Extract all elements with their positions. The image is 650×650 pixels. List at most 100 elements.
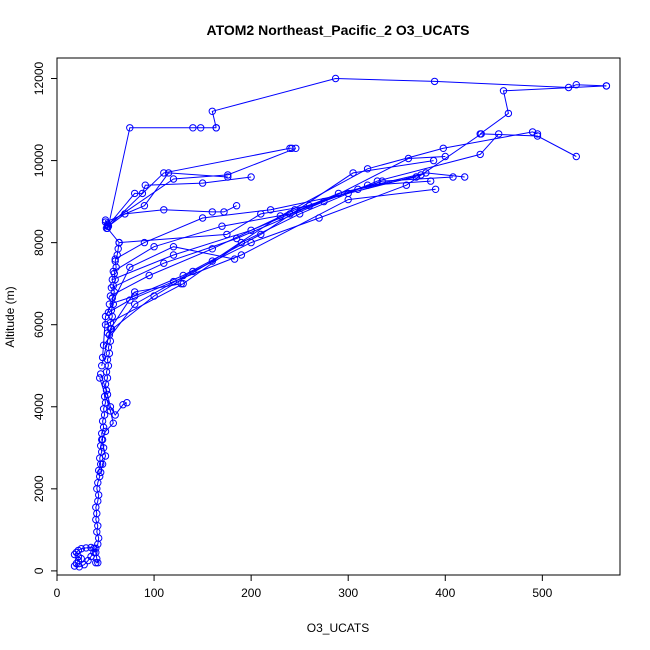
data-point [495, 130, 503, 138]
data-point [126, 124, 134, 132]
data-point [572, 81, 580, 89]
data-point [103, 390, 112, 399]
series-line [113, 180, 431, 272]
data-point [572, 152, 580, 161]
data-point [230, 255, 239, 263]
series-line [119, 176, 417, 244]
data-point [106, 407, 115, 415]
data-point [169, 251, 178, 259]
data-point [145, 271, 153, 280]
data-point [126, 263, 134, 271]
y-tick-label: 10000 [32, 144, 46, 178]
data-point [373, 177, 381, 185]
data-point [315, 214, 323, 222]
data-point [247, 226, 255, 235]
data-point [82, 544, 90, 552]
data-point [97, 468, 105, 477]
data-point [138, 189, 147, 198]
data-point [431, 185, 440, 194]
data-point [126, 296, 134, 304]
data-point [107, 284, 116, 292]
data-point [131, 288, 139, 296]
data-point [108, 275, 117, 284]
data-point [160, 206, 168, 214]
series-line [110, 176, 454, 297]
y-tick-label: 0 [32, 567, 46, 574]
data-point [276, 212, 284, 220]
y-axis-label: Altitude (m) [3, 286, 17, 347]
data-point [533, 130, 542, 138]
data-point [237, 238, 246, 247]
data-point [106, 292, 115, 300]
data-point [92, 548, 100, 557]
data-point [111, 411, 119, 419]
series-line [114, 174, 422, 260]
x-tick-label: 200 [241, 586, 261, 600]
data-point [208, 257, 217, 265]
data-point [98, 460, 107, 468]
data-point [106, 325, 115, 333]
series-line [479, 85, 607, 135]
series-line [103, 133, 577, 346]
data-point [92, 559, 100, 567]
data-point [75, 563, 84, 571]
data-point [72, 548, 81, 557]
data-point [131, 189, 139, 198]
data-point [476, 130, 484, 138]
series-line [108, 188, 436, 313]
data-point [177, 280, 185, 288]
data-point [198, 179, 207, 187]
series-line [105, 205, 237, 243]
series-line [107, 131, 538, 334]
data-point [90, 544, 98, 552]
data-point [92, 544, 100, 552]
data-point [429, 156, 438, 165]
data-point [449, 173, 457, 181]
data-point [104, 222, 113, 230]
data-point [602, 82, 611, 90]
data-point [344, 195, 352, 204]
data-point [109, 419, 118, 427]
x-tick-label: 500 [532, 586, 552, 600]
data-point [208, 208, 217, 216]
data-point [208, 245, 217, 253]
data-point [94, 559, 102, 567]
data-point [422, 169, 430, 177]
plot-area [70, 74, 611, 571]
data-point [160, 259, 168, 267]
data-point [189, 124, 197, 132]
data-point [140, 202, 149, 210]
data-point [123, 399, 131, 407]
data-point [430, 77, 439, 86]
data-point [90, 548, 98, 557]
data-point [247, 173, 255, 181]
x-axis: 0 100 200 300 400 500 [54, 575, 553, 600]
data-point [334, 189, 343, 198]
data-point [131, 300, 139, 308]
data-point [232, 202, 241, 210]
series-line [107, 176, 252, 227]
data-point [197, 124, 205, 132]
y-tick-label: 4000 [32, 393, 46, 420]
data-point [98, 435, 106, 444]
y-tick-label: 6000 [32, 311, 46, 338]
data-point [237, 251, 246, 259]
data-point [439, 144, 447, 153]
series-line [105, 133, 500, 326]
data-point [140, 238, 149, 247]
data-point [101, 312, 110, 321]
data-point [224, 173, 232, 181]
data-point [99, 444, 108, 452]
data-point [402, 181, 411, 189]
data-point [212, 124, 220, 132]
data-point [105, 300, 114, 308]
chart-title: ATOM2 Northeast_Pacific_2 O3_UCATS [207, 22, 470, 38]
series-line [211, 77, 607, 128]
data-point [220, 208, 228, 216]
data-point [286, 144, 294, 153]
data-point [266, 206, 275, 214]
data-point [189, 267, 197, 276]
data-point [169, 243, 178, 251]
data-point [499, 87, 508, 95]
